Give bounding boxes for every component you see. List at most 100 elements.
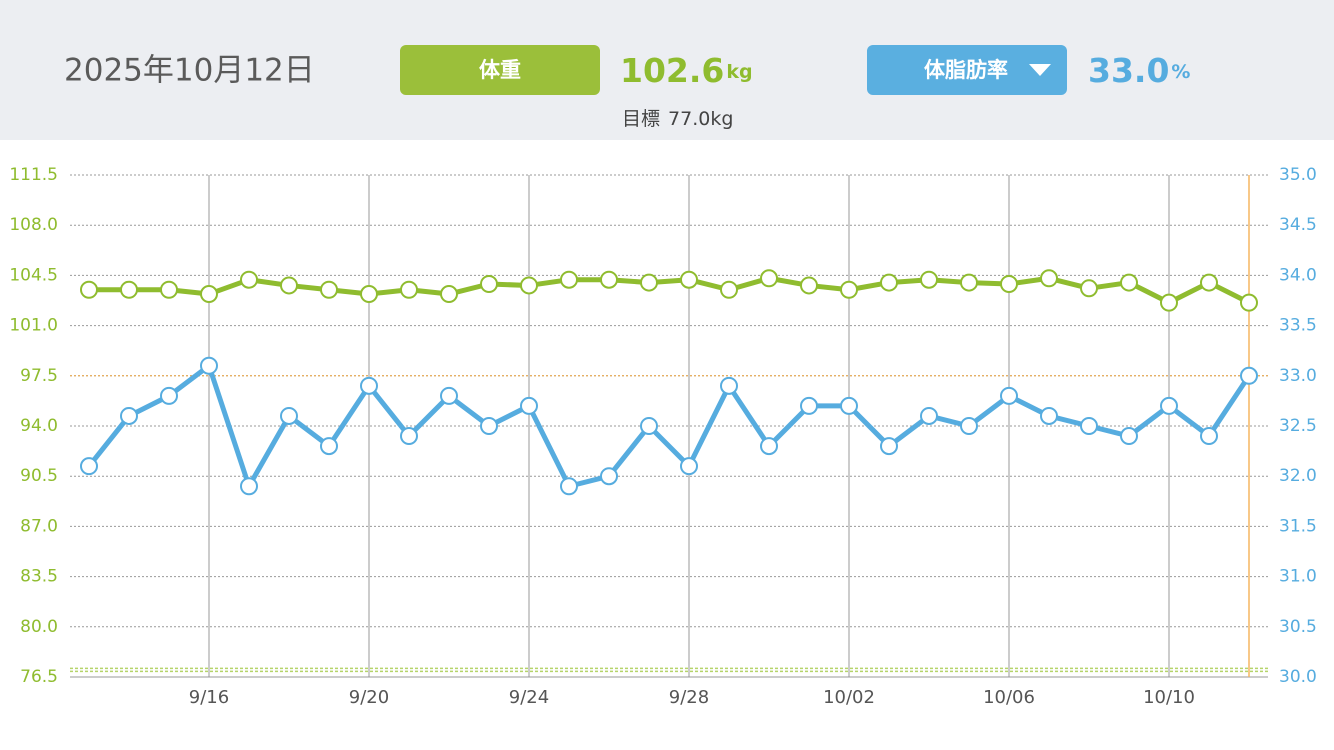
data-point	[600, 467, 618, 486]
header-bar	[0, 0, 1334, 140]
y2-tick-label: 33.0	[1279, 366, 1317, 386]
data-point	[1000, 386, 1018, 405]
y2-tick-label: 33.5	[1279, 316, 1317, 336]
y2-tick-label: 32.5	[1279, 416, 1317, 436]
target: 目標 77.0kg	[622, 108, 733, 130]
y-tick-label: 87.0	[20, 516, 58, 536]
data-point	[80, 280, 98, 299]
dropdown-arrow[interactable]	[1029, 64, 1051, 76]
body-fat-value: 33.0%	[1088, 51, 1190, 90]
data-point	[1240, 293, 1258, 312]
x-tick-label: 9/28	[669, 687, 709, 708]
body-fat-number: 33.0	[1088, 51, 1169, 90]
data-point	[560, 270, 578, 289]
data-point	[320, 280, 338, 299]
data-point	[440, 285, 458, 304]
data-point	[760, 437, 778, 456]
target-value: 77.0	[668, 108, 710, 130]
data-point	[880, 273, 898, 292]
data-point	[840, 280, 858, 299]
data-point	[800, 276, 818, 295]
y2-tick-label: 31.5	[1279, 516, 1317, 536]
data-point	[1120, 427, 1138, 446]
x-tick-label: 9/16	[189, 687, 229, 708]
data-point	[680, 457, 698, 476]
y-tick-label: 83.5	[20, 567, 58, 587]
data-point	[440, 386, 458, 405]
data-point	[640, 417, 658, 435]
data-point	[960, 417, 978, 435]
data-point	[840, 396, 858, 415]
weight-button[interactable]	[400, 45, 600, 95]
body-fat-unit: %	[1171, 61, 1190, 83]
data-point	[1160, 396, 1178, 415]
data-point	[1040, 406, 1058, 425]
target-unit: kg	[710, 108, 733, 130]
data-point	[240, 270, 258, 289]
data-point	[520, 396, 538, 415]
data-point	[960, 273, 978, 292]
y-tick-label: 104.5	[9, 265, 58, 285]
data-point	[200, 285, 218, 304]
body-fat-button[interactable]	[867, 45, 1067, 95]
y-tick-label: 90.5	[20, 466, 58, 486]
data-point	[400, 427, 418, 446]
y-tick-label: 80.0	[20, 617, 58, 637]
data-point	[160, 386, 178, 405]
x-tick-label: 9/24	[509, 687, 549, 708]
data-point	[400, 280, 418, 299]
data-point	[1040, 269, 1058, 288]
y2-tick-label: 35.0	[1279, 165, 1317, 185]
weight-unit: kg	[726, 61, 752, 83]
data-point	[720, 280, 738, 299]
y2-tick-label: 30.5	[1279, 617, 1317, 637]
data-point	[1120, 273, 1138, 292]
data-point	[1080, 279, 1098, 298]
data-point	[520, 276, 538, 295]
y2-tick-label: 31.0	[1279, 567, 1317, 587]
data-point	[480, 275, 498, 294]
data-point	[80, 457, 98, 476]
weight-number: 102.6	[620, 51, 724, 90]
data-point	[600, 270, 618, 289]
data-point	[360, 376, 378, 395]
data-point	[360, 285, 378, 304]
data-point	[240, 477, 258, 496]
y-tick-label: 108.0	[9, 215, 58, 235]
y-tick-label: 101.0	[9, 316, 58, 336]
weight-button-label[interactable]: 体重	[479, 58, 521, 82]
data-point	[760, 269, 778, 288]
data-point	[1200, 273, 1218, 292]
weight-value: 102.6 kg	[620, 51, 753, 90]
data-point	[640, 273, 658, 292]
data-point	[120, 406, 138, 425]
target-label: 目標	[622, 108, 660, 130]
data-point	[880, 437, 898, 456]
x-tick-label: 10/10	[1143, 687, 1195, 708]
data-point	[920, 270, 938, 289]
y-tick-label: 97.5	[20, 366, 58, 386]
y-tick-label: 94.0	[20, 416, 58, 436]
data-point	[1160, 293, 1178, 312]
date: 2025年10月12日	[64, 53, 315, 89]
data-point	[920, 406, 938, 425]
data-point	[280, 406, 298, 425]
data-point	[680, 270, 698, 289]
data-point	[280, 276, 298, 295]
data-point	[200, 356, 218, 375]
y-tick-label: 111.5	[9, 165, 58, 185]
body-fat-button-label[interactable]: 体脂肪率	[924, 58, 1008, 82]
data-point	[120, 280, 138, 299]
data-point	[320, 437, 338, 456]
x-tick-label: 10/02	[823, 687, 875, 708]
series-line	[89, 275, 1251, 306]
data-point	[560, 477, 578, 496]
y2-tick-label: 30.0	[1279, 667, 1317, 687]
y-tick-label: 76.5	[20, 667, 58, 687]
y2-tick-label: 34.5	[1279, 215, 1317, 235]
data-point	[720, 376, 738, 395]
data-point	[160, 280, 178, 299]
y2-tick-label: 34.0	[1279, 265, 1317, 285]
y2-tick-label: 32.0	[1279, 466, 1317, 486]
